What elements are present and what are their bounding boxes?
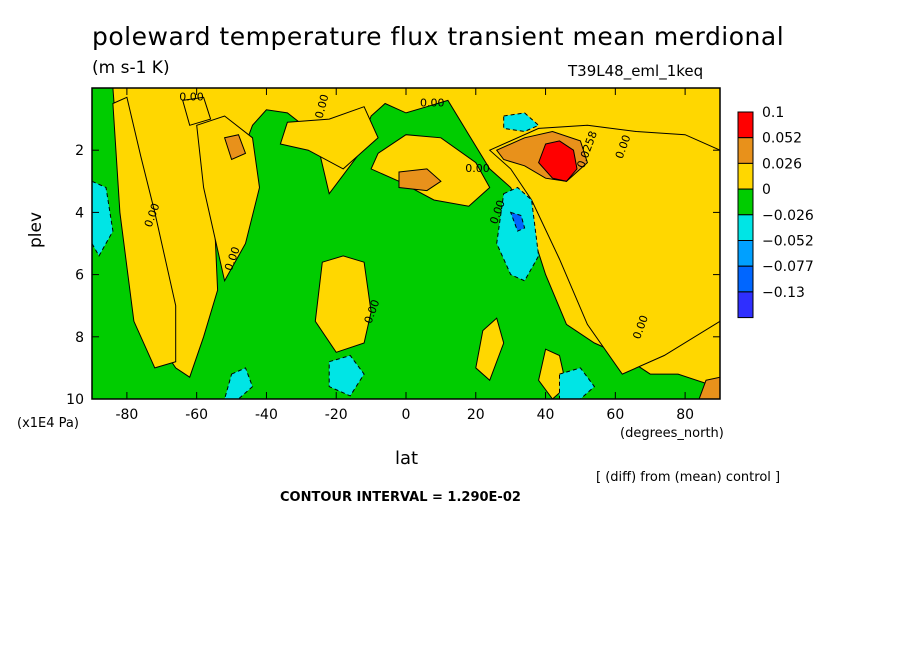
contour-region-max (538, 140, 578, 182)
legend-swatch (737, 265, 754, 293)
run-label: T39L48_eml_1keq (568, 62, 704, 80)
x-tick-label: 20 (467, 407, 485, 423)
legend-swatch (737, 291, 754, 319)
contour-label: 0.00 (179, 90, 204, 103)
legend-label: −0.077 (762, 259, 814, 275)
contour-region-positive (196, 115, 261, 283)
legend-label: −0.13 (762, 285, 805, 301)
y-tick-label: 6 (75, 268, 84, 284)
y-tick-label: 8 (75, 330, 84, 346)
legend-swatch (737, 137, 754, 164)
y-tick-label: 10 (66, 392, 84, 408)
legend-label: −0.052 (762, 234, 814, 250)
contour-region-positive (370, 134, 491, 207)
legend-label: 0.052 (762, 131, 802, 147)
legend-swatch (737, 214, 754, 242)
contour-region-positive (279, 106, 379, 170)
x-tick-label: 0 (402, 407, 411, 423)
x-tick-label: -60 (185, 407, 208, 423)
contour-region-min (509, 211, 526, 232)
contour-label: 0.00 (420, 97, 445, 110)
contour-region-positive (182, 96, 212, 126)
legend-label: −0.026 (762, 208, 814, 224)
legend-swatch (737, 188, 754, 216)
contour-region-positive (112, 96, 177, 369)
contour-label: 0.00 (465, 162, 490, 175)
y-tick-label: 2 (75, 143, 84, 159)
contour-region-high (698, 376, 720, 399)
contour-region-positive (488, 124, 720, 375)
contour-region-high (398, 168, 442, 192)
contour-region-positive (314, 255, 372, 353)
contour-region-high (223, 134, 247, 161)
contour-region-low (496, 186, 540, 282)
chart-title: poleward temperature flux transient mean… (92, 22, 785, 51)
contour-region-low (224, 367, 254, 399)
legend-label: 0.026 (762, 156, 802, 172)
contour-label: 0.00 (313, 93, 332, 120)
x-tick-label: 40 (537, 407, 555, 423)
x-axis-units: (degrees_north) (620, 426, 724, 441)
contour-region-low (92, 180, 114, 257)
x-tick-label: -80 (115, 407, 138, 423)
legend-swatch (737, 162, 754, 190)
legend-swatch (737, 240, 754, 267)
legend-swatch (737, 111, 754, 139)
y-axis-units: (x1E4 Pa) (17, 416, 79, 431)
contour-region-low (559, 367, 596, 399)
contour-region-low (503, 112, 540, 133)
legend-label: 0 (762, 182, 771, 198)
contour-region-positive (475, 317, 505, 382)
legend-label: 0.1 (762, 105, 784, 121)
x-tick-label: 80 (676, 407, 694, 423)
contour-interval: CONTOUR INTERVAL = 1.290E-02 (280, 490, 521, 505)
x-tick-label: 60 (606, 407, 624, 423)
y-tick-label: 4 (75, 205, 84, 221)
contour-region-low (328, 354, 365, 397)
x-tick-label: -20 (325, 407, 348, 423)
x-tick-label: -40 (255, 407, 278, 423)
contour-field (92, 88, 720, 399)
x-axis-label: lat (395, 448, 419, 469)
chart-units: (m s-1 K) (92, 58, 170, 78)
diff-note: [ (diff) from (mean) control ] (596, 470, 781, 485)
